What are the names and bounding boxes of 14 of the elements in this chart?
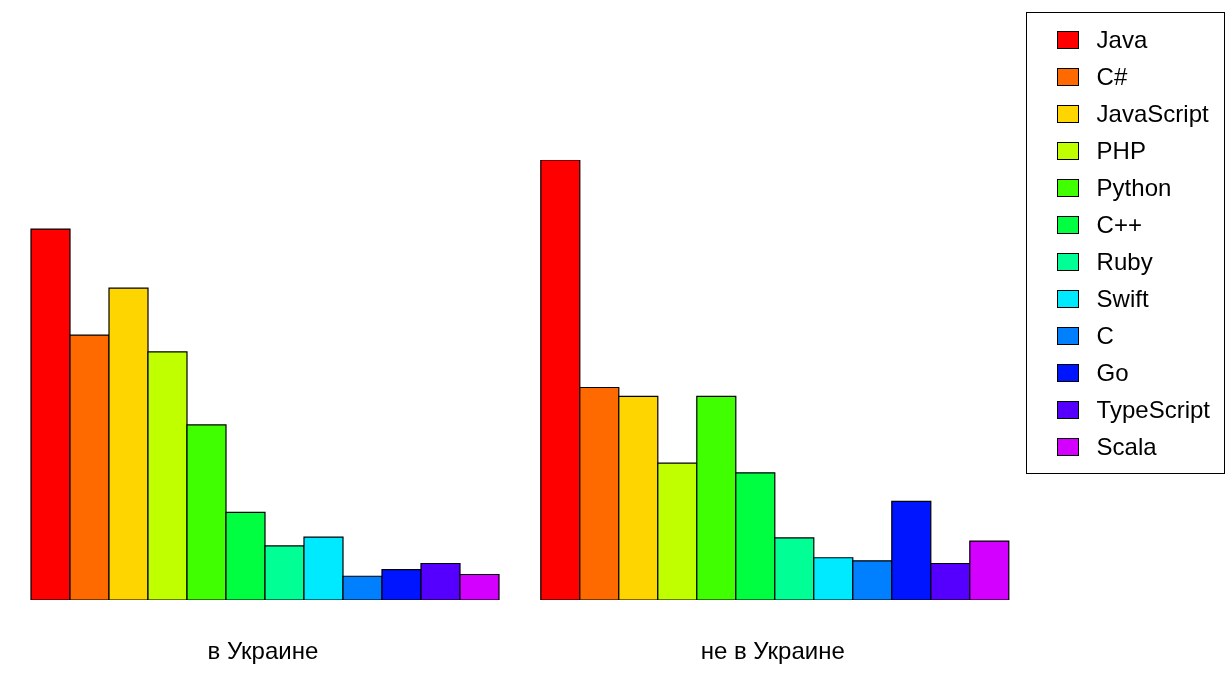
legend-label: C++: [1096, 209, 1142, 240]
legend-label: Ruby: [1096, 246, 1153, 277]
legend-label: JavaScript: [1096, 98, 1209, 129]
legend-label: Java: [1096, 24, 1148, 55]
legend-label: TypeScript: [1096, 394, 1210, 425]
legend-label: Swift: [1096, 283, 1149, 314]
x-tick-label: не в Украине: [700, 637, 845, 665]
x-tick-label: в Украине: [207, 637, 319, 665]
legend-label: Scala: [1096, 431, 1157, 462]
legend-label: Python: [1096, 172, 1172, 203]
legend-label: PHP: [1096, 135, 1146, 166]
legend-label: C#: [1096, 61, 1128, 92]
legend-label: Go: [1096, 357, 1129, 388]
legend-label: C: [1096, 320, 1114, 351]
